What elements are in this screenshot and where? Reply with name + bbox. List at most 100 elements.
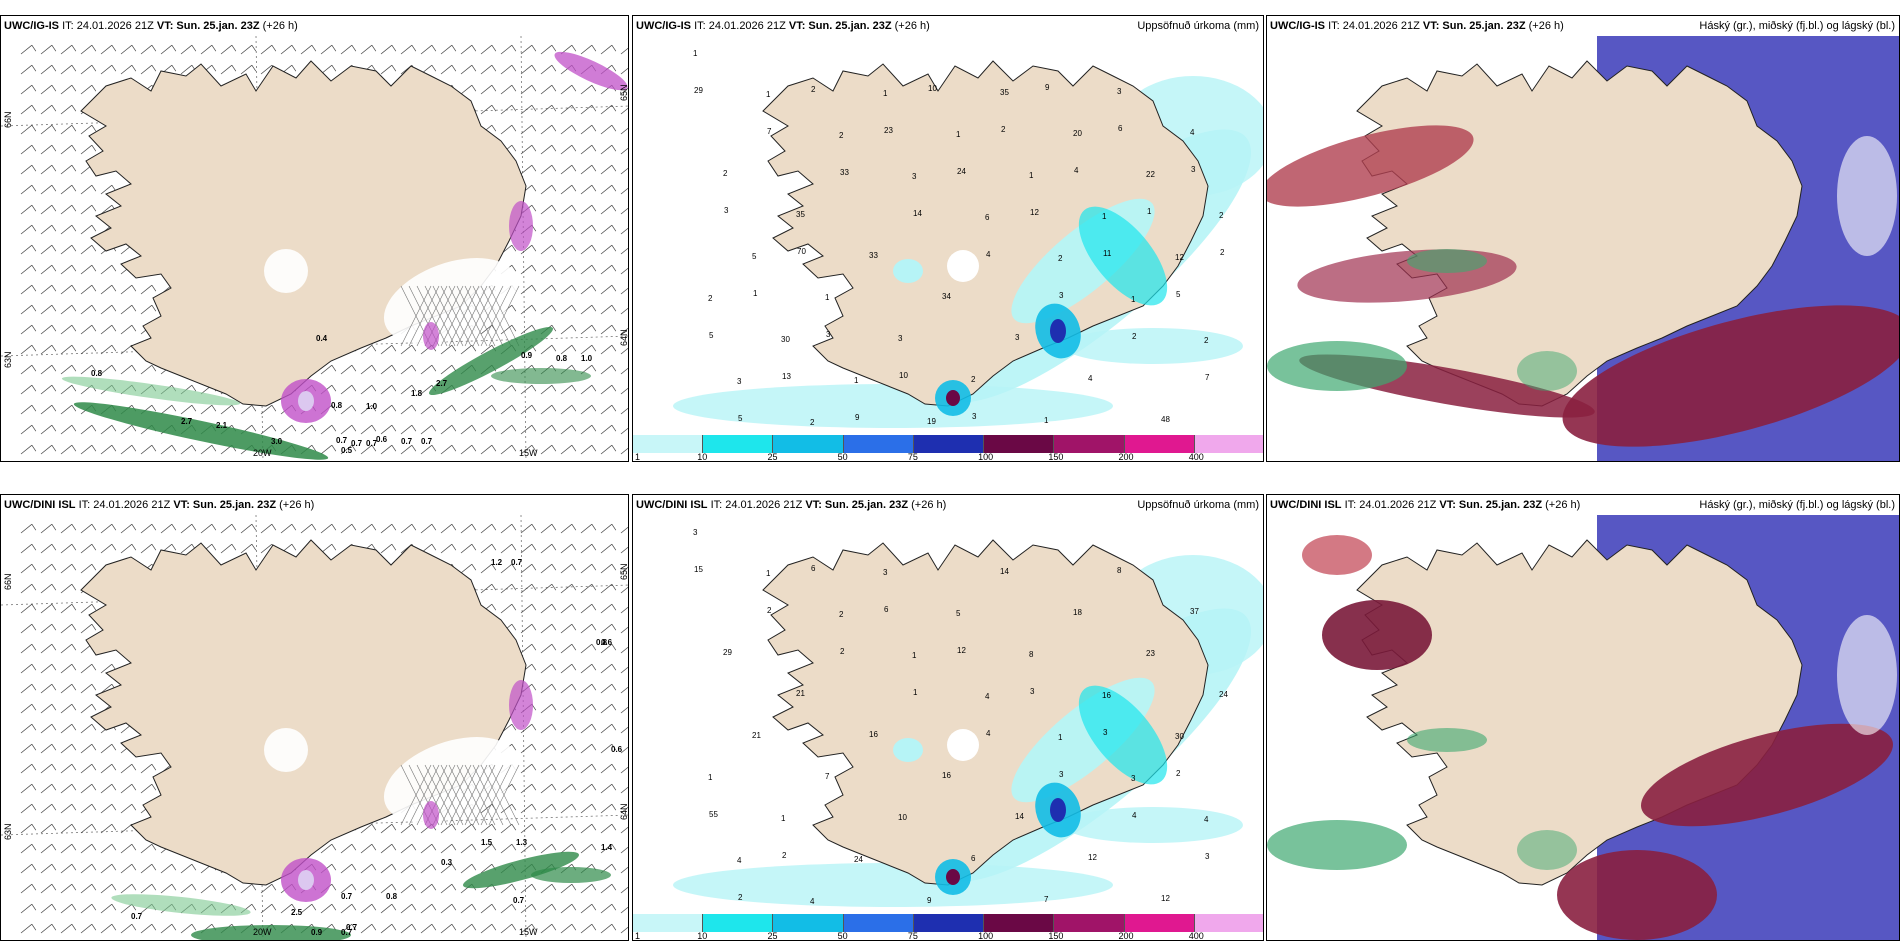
wind-barb xyxy=(620,786,628,794)
wind-barb xyxy=(580,384,597,395)
precip-core xyxy=(946,869,960,885)
bottom-precip-panel: UWC/DINI ISL IT: 24.01.2026 21Z VT: Sun.… xyxy=(632,494,1264,941)
wind-barb xyxy=(320,903,337,914)
wind-barb xyxy=(460,923,477,934)
tick-x-20w: 20W xyxy=(253,448,272,458)
wind-barb xyxy=(360,523,377,534)
precip-max xyxy=(509,201,533,251)
wind-barb xyxy=(120,783,137,794)
precip-value-label: 9 xyxy=(1045,83,1050,92)
iceland-landmass xyxy=(762,539,1209,886)
wind-barb xyxy=(520,643,537,654)
wind-value-label: 1.4 xyxy=(601,843,613,852)
init-time: IT: 24.01.2026 21Z xyxy=(1328,20,1420,32)
wind-barb xyxy=(600,104,617,115)
wind-barb xyxy=(380,44,397,55)
precip-value-label: 29 xyxy=(694,86,703,95)
wind-barb xyxy=(620,586,628,594)
wind-barb xyxy=(540,783,557,794)
wind-barb xyxy=(540,44,557,55)
wind-barb xyxy=(340,404,357,415)
high-cloud xyxy=(1322,600,1432,670)
wind-barb xyxy=(220,404,237,415)
wind-barb xyxy=(560,444,577,455)
wind-barb xyxy=(60,883,77,894)
wind-barb xyxy=(620,247,628,255)
top-cloud-header: UWC/IG-IS IT: 24.01.2026 21Z VT: Sun. 25… xyxy=(1267,16,1899,36)
wind-barb xyxy=(420,863,437,874)
precip-colorbar: 1 10 25 50 75 100 150 200 400 xyxy=(633,914,1263,940)
wind-barb xyxy=(100,284,117,295)
wind-value-label: 1.2 xyxy=(491,558,503,567)
wind-barb xyxy=(280,424,297,435)
wind-barb xyxy=(620,287,628,295)
clear-sky xyxy=(1287,890,1447,930)
wind-barb xyxy=(380,523,397,534)
precip-value-label: 1 xyxy=(1131,295,1136,304)
wind-barb xyxy=(600,304,617,315)
wind-barb xyxy=(160,863,177,874)
wind-barb xyxy=(280,44,297,55)
wind-barb xyxy=(620,846,628,854)
wind-barb xyxy=(40,204,57,215)
wind-barb xyxy=(320,843,337,854)
wind-barb xyxy=(600,144,617,155)
wind-barb xyxy=(540,803,557,814)
clear-sky xyxy=(1837,136,1897,256)
wind-barb xyxy=(40,743,57,754)
wind-barb xyxy=(580,923,597,934)
wind-barb xyxy=(420,424,437,435)
wind-barb xyxy=(560,164,577,175)
wind-barb xyxy=(500,124,517,135)
colorbar-label: 100 xyxy=(978,931,994,941)
wind-barb xyxy=(140,364,157,375)
wind-barb xyxy=(300,523,317,534)
colorbar-label: 50 xyxy=(837,931,848,941)
valid-time: VT: Sun. 25.jan. 23Z xyxy=(173,499,277,511)
wind-barb xyxy=(40,923,57,934)
wind-barb xyxy=(160,923,177,934)
wind-barb xyxy=(380,823,397,834)
crosshatch xyxy=(448,285,480,347)
wind-barb xyxy=(80,264,97,275)
wind-barb xyxy=(20,264,37,275)
wind-barb xyxy=(20,404,37,415)
wind-barb xyxy=(40,324,57,335)
wind-barb xyxy=(580,803,597,814)
wind-value-label: 0.8 xyxy=(331,401,343,410)
wind-barb xyxy=(620,387,628,395)
wind-barb xyxy=(20,743,37,754)
wind-barb xyxy=(580,224,597,235)
wind-barb xyxy=(60,124,77,135)
wind-barb xyxy=(560,923,577,934)
precip-core xyxy=(1078,206,1168,306)
wind-barb xyxy=(140,64,157,75)
precip-core xyxy=(946,390,960,406)
precip-value-label: 5 xyxy=(738,414,743,423)
wind-barb xyxy=(20,803,37,814)
wind-barb xyxy=(580,643,597,654)
wind-barb xyxy=(420,404,437,415)
wind-barb xyxy=(360,444,377,455)
wind-barb xyxy=(600,204,617,215)
colorbar-label: 25 xyxy=(767,931,778,941)
wind-barb xyxy=(80,883,97,894)
wind-value-label: 0.7 xyxy=(341,928,353,937)
wind-barb xyxy=(120,763,137,774)
wind-barb xyxy=(100,863,117,874)
precip-value-label: 4 xyxy=(1204,815,1209,824)
wind-barb xyxy=(580,583,597,594)
iceland-landmass xyxy=(762,60,1209,407)
wind-barb xyxy=(40,843,57,854)
wind-barb xyxy=(120,543,137,554)
tick-x-20w: 20W xyxy=(253,927,272,937)
wind-barb xyxy=(100,843,117,854)
precip-value-label: 6 xyxy=(811,564,816,573)
lead-time: (+26 h) xyxy=(894,20,930,32)
wind-barb xyxy=(600,903,617,914)
wind-barb xyxy=(560,783,577,794)
wind-value-label: 0.6 xyxy=(376,435,388,444)
wind-barb xyxy=(540,523,557,534)
precip-value-label: 2 xyxy=(723,169,728,178)
wind-barb xyxy=(520,803,537,814)
